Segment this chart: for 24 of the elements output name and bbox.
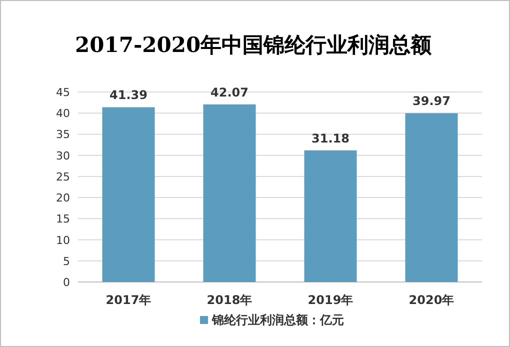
bar [102,107,155,282]
y-tick-label: 15 [56,212,70,226]
bar [405,113,458,282]
x-tick-label: 2019年 [308,293,354,307]
y-tick-label: 0 [63,276,70,289]
y-tick-label: 25 [56,170,70,184]
data-label: 42.07 [210,85,248,100]
y-tick-label: 5 [63,254,70,268]
chart-title: 2017-2020年中国锦纶行业利润总额 [75,32,433,57]
y-tick-label: 10 [56,234,70,247]
x-tick-label: 2018年 [206,293,252,307]
y-tick-label: 45 [56,86,70,99]
bar [304,150,357,282]
x-tick-label: 2020年 [408,293,454,307]
x-tick-label: 2017年 [106,293,152,307]
data-label: 31.18 [312,131,350,146]
y-tick-label: 20 [56,192,70,205]
y-tick-label: 40 [56,107,70,120]
y-tick-label: 35 [56,128,70,142]
legend-label: 锦纶行业利润总额：亿元 [211,313,344,327]
data-label: 39.97 [412,94,450,108]
bar [203,104,256,282]
y-tick-label: 30 [56,149,70,162]
data-label: 41.39 [110,88,148,102]
